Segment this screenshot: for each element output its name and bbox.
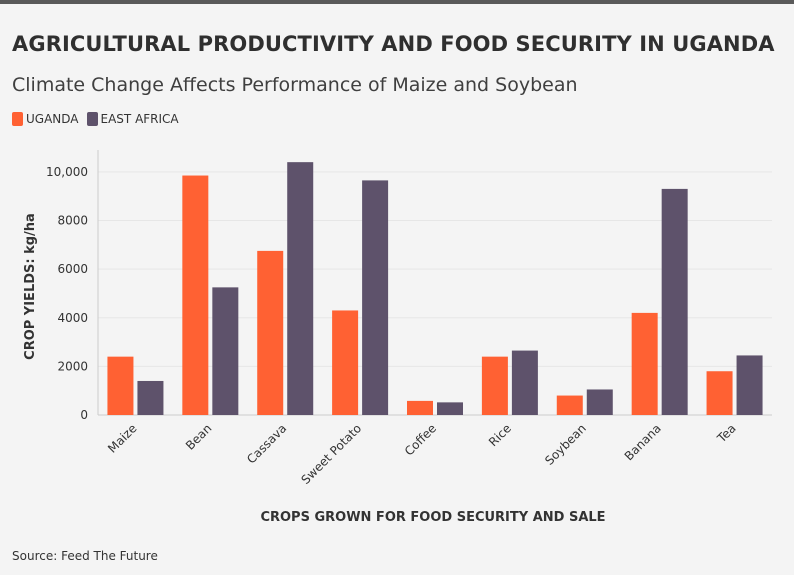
y-tick-label: 2000 [57, 359, 88, 373]
y-tick-label: 0 [80, 408, 88, 422]
bar-uganda [107, 356, 134, 415]
x-tick-label: Tea [714, 421, 739, 446]
x-tick-label: Cassava [244, 421, 289, 466]
bar-east-africa [287, 162, 314, 415]
bar-east-africa [511, 350, 538, 415]
bar-uganda [257, 250, 284, 415]
bar-east-africa [736, 355, 763, 415]
bar-east-africa [586, 389, 613, 415]
bar-east-africa [437, 402, 463, 415]
bar-uganda [481, 356, 508, 415]
bar-uganda [631, 312, 658, 415]
legend-item-uganda[interactable]: UGANDA [12, 112, 79, 126]
y-axis-title: CROP YIELDS: kg/ha [23, 213, 38, 360]
legend-swatch-east-africa [86, 112, 98, 126]
x-tick-label: Bean [183, 421, 215, 453]
chart-title: AGRICULTURAL PRODUCTIVITY AND FOOD SECUR… [12, 32, 775, 56]
x-tick-label: Maize [105, 421, 139, 455]
chart-subtitle: Climate Change Affects Performance of Ma… [12, 74, 578, 96]
bar-east-africa [661, 188, 688, 415]
y-tick-label: 8000 [57, 214, 88, 228]
x-tick-label: Coffee [402, 421, 439, 458]
x-axis-title: CROPS GROWN FOR FOOD SECURITY AND SALE [260, 510, 605, 525]
legend-label-east-africa: EAST AFRICA [100, 112, 179, 126]
y-tick-label: 6000 [57, 262, 88, 276]
x-tick-label: Sweet Potato [298, 421, 364, 487]
bar-uganda [706, 371, 733, 415]
bar-uganda [182, 175, 209, 415]
legend-swatch-uganda [12, 112, 23, 126]
x-tick-label: Rice [486, 421, 514, 449]
bar-uganda [407, 400, 433, 415]
legend-item-east-africa[interactable]: EAST AFRICA [86, 112, 179, 126]
legend-label-uganda: UGANDA [26, 112, 79, 126]
y-tick-label: 10,000 [46, 165, 88, 179]
bar-east-africa [362, 180, 389, 415]
bar-uganda [332, 310, 359, 415]
bar-east-africa [137, 380, 164, 415]
bar-east-africa [212, 287, 239, 415]
legend: UGANDA EAST AFRICA [12, 112, 187, 126]
source-note: Source: Feed The Future [12, 549, 158, 563]
bar-uganda [556, 395, 583, 415]
top-rule [0, 0, 794, 4]
x-tick-label: Banana [622, 421, 664, 463]
x-tick-label: Soybean [542, 421, 589, 468]
y-tick-label: 4000 [57, 311, 88, 325]
